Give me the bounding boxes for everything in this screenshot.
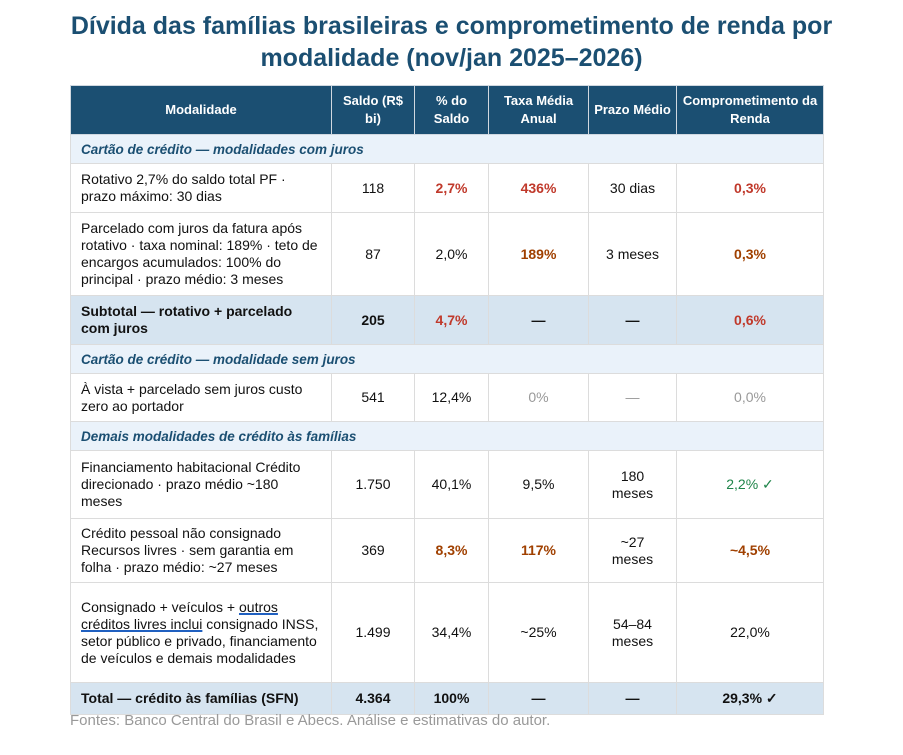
header-saldo: Saldo (R$ bi): [331, 85, 415, 135]
cell-saldo: 369: [331, 518, 415, 583]
cell-prazo: 54–84 meses: [588, 582, 677, 683]
cell-saldo: 541: [331, 373, 415, 422]
cell-pct: 34,4%: [414, 582, 489, 683]
cell-saldo: 118: [331, 163, 415, 213]
cell-saldo: 1.750: [331, 450, 415, 519]
section-label: Cartão de crédito — modalidades com juro…: [70, 134, 824, 164]
cell-comp: 22,0%: [676, 582, 824, 683]
header-taxa: Taxa Média Anual: [488, 85, 589, 135]
cell-saldo: 1.499: [331, 582, 415, 683]
table-row: Consignado + veículos + outros créditos …: [70, 582, 824, 683]
cell-taxa: 0%: [488, 373, 589, 422]
cell-comp: ~4,5%: [676, 518, 824, 583]
modalidade-text: Consignado + veículos +: [81, 598, 239, 615]
header-modalidade: Modalidade: [70, 85, 332, 135]
cell-prazo: —: [588, 295, 677, 345]
header-pct: % do Saldo: [414, 85, 489, 135]
cell-taxa: —: [488, 295, 589, 345]
cell-comp: 0,0%: [676, 373, 824, 422]
section-row: Demais modalidades de crédito às família…: [70, 421, 824, 451]
subtotal-row: Total — crédito às famílias (SFN) 4.364 10…: [70, 682, 824, 715]
cell-prazo: 3 meses: [588, 212, 677, 296]
table-row: Financiamento habitacional Crédito direc…: [70, 450, 824, 519]
table-row: Parcelado com juros da fatura após rotat…: [70, 212, 824, 296]
cell-saldo: 4.364: [331, 682, 415, 715]
table-row: À vista + parcelado sem juros custo zero…: [70, 373, 824, 422]
table-row: Rotativo 2,7% do saldo total PF · prazo …: [70, 163, 824, 213]
cell-comp: 29,3% ✓: [676, 682, 824, 715]
cell-modalidade: Financiamento habitacional Crédito direc…: [70, 450, 332, 519]
cell-prazo: ~27 meses: [588, 518, 677, 583]
cell-pct: 2,7%: [414, 163, 489, 213]
cell-comp: 0,6%: [676, 295, 824, 345]
debt-table: Modalidade Saldo (R$ bi) % do Saldo Taxa…: [70, 85, 824, 715]
table-row: Crédito pessoal não consignado Recursos …: [70, 518, 824, 583]
cell-taxa: 117%: [488, 518, 589, 583]
footer-source: Fontes: Banco Central do Brasil e Abecs.…: [70, 712, 551, 729]
cell-modalidade: Parcelado com juros da fatura após rotat…: [70, 212, 332, 296]
section-label: Cartão de crédito — modalidade sem juros: [70, 344, 824, 374]
table-header: Modalidade Saldo (R$ bi) % do Saldo Taxa…: [70, 85, 824, 135]
cell-comp: 0,3%: [676, 212, 824, 296]
cell-modalidade: À vista + parcelado sem juros custo zero…: [70, 373, 332, 422]
cell-modalidade: Subtotal — rotativo + parcelado com juro…: [70, 295, 332, 345]
cell-taxa: 436%: [488, 163, 589, 213]
section-row: Cartão de crédito — modalidade sem juros: [70, 344, 824, 374]
page-title: Dívida das famílias brasileiras e compro…: [70, 12, 833, 72]
cell-modalidade: Consignado + veículos + outros créditos …: [70, 582, 332, 683]
cell-taxa: 9,5%: [488, 450, 589, 519]
cell-prazo: 30 dias: [588, 163, 677, 213]
cell-prazo: —: [588, 373, 677, 422]
cell-pct: 100%: [414, 682, 489, 715]
subtotal-row: Subtotal — rotativo + parcelado com juro…: [70, 295, 824, 345]
cell-saldo: 87: [331, 212, 415, 296]
cell-pct: 40,1%: [414, 450, 489, 519]
cell-pct: 12,4%: [414, 373, 489, 422]
cell-taxa: —: [488, 682, 589, 715]
header-comprometimento: Comprometimento da Renda: [676, 85, 824, 135]
cell-taxa: ~25%: [488, 582, 589, 683]
cell-modalidade: Rotativo 2,7% do saldo total PF · prazo …: [70, 163, 332, 213]
cell-saldo: 205: [331, 295, 415, 345]
cell-prazo: 180 meses: [588, 450, 677, 519]
cell-modalidade: Crédito pessoal não consignado Recursos …: [70, 518, 332, 583]
cell-pct: 4,7%: [414, 295, 489, 345]
modalidade-link[interactable]: outros créditos livres inclui: [81, 598, 278, 632]
cell-pct: 8,3%: [414, 518, 489, 583]
cell-comp: 0,3%: [676, 163, 824, 213]
section-row: Cartão de crédito — modalidades com juro…: [70, 134, 824, 164]
cell-modalidade: Total — crédito às famílias (SFN): [70, 682, 332, 715]
section-label: Demais modalidades de crédito às família…: [70, 421, 824, 451]
cell-taxa: 189%: [488, 212, 589, 296]
cell-pct: 2,0%: [414, 212, 489, 296]
cell-comp: 2,2% ✓: [676, 450, 824, 519]
modalidade-text: consignado INSS, setor público e privado…: [81, 615, 319, 666]
header-prazo: Prazo Médio: [588, 85, 677, 135]
cell-prazo: —: [588, 682, 677, 715]
